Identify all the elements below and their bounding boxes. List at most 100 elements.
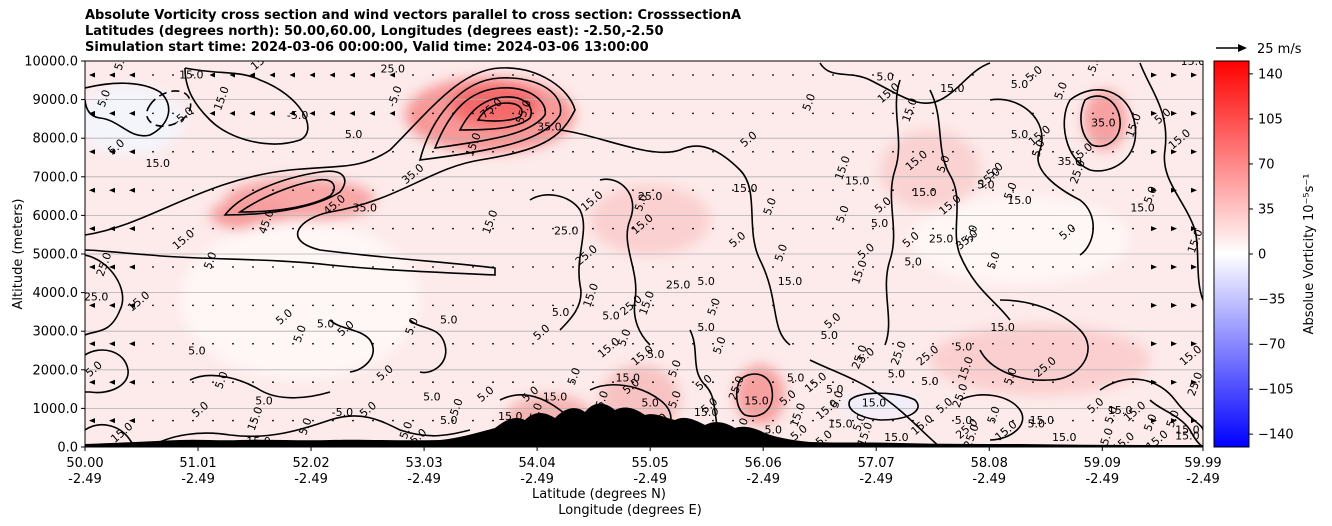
x-axis-label-latitude: Latitude (degrees N) — [532, 487, 666, 502]
wind-arrow — [932, 342, 934, 345]
wind-arrow — [192, 150, 194, 153]
contour-label: 15.0 — [744, 395, 769, 408]
wind-arrow — [232, 342, 234, 345]
wind-arrow — [772, 150, 774, 153]
wind-arrow — [752, 419, 754, 422]
contour-line — [149, 415, 471, 447]
wind-arrow — [892, 189, 894, 192]
wind-arrow — [912, 150, 914, 153]
wind-arrow — [912, 304, 914, 307]
contour-line — [458, 96, 532, 131]
wind-arrow — [672, 74, 674, 76]
wind-arrow — [109, 72, 115, 78]
wind-arrow — [592, 227, 594, 230]
wind-arrow — [932, 227, 934, 230]
wind-arrow — [252, 189, 254, 192]
contour-line — [1149, 399, 1203, 447]
contour-label: 5.0 — [641, 396, 659, 409]
wind-arrow — [109, 226, 115, 232]
wind-arrow — [1052, 342, 1054, 345]
wind-arrow — [1191, 341, 1197, 347]
wind-arrow — [852, 419, 854, 422]
wind-arrow — [712, 419, 714, 422]
wind-arrow — [812, 342, 814, 345]
contour-label: 5.0 — [711, 335, 729, 356]
wind-arrow — [89, 226, 95, 232]
wind-arrow — [412, 266, 414, 268]
wind-arrow — [692, 266, 694, 268]
contour-label: 5.0 — [1052, 80, 1070, 101]
x-tick-label-lat: 54.04 — [519, 456, 556, 471]
wind-arrow — [472, 419, 474, 422]
contour-label: -5.0 — [332, 406, 353, 419]
wind-arrow — [412, 381, 414, 384]
wind-arrow — [432, 266, 434, 268]
wind-arrow — [109, 187, 115, 193]
wind-arrow — [932, 266, 934, 268]
wind-arrow — [952, 112, 954, 115]
wind-arrow — [289, 72, 295, 78]
wind-arrow — [972, 74, 974, 76]
wind-arrow — [1132, 189, 1134, 192]
contour-label: 15.0 — [179, 68, 204, 81]
wind-arrow — [332, 150, 334, 153]
x-tick-label-lon: -2.49 — [746, 472, 780, 487]
wind-arrow — [632, 74, 634, 76]
wind-arrow — [872, 419, 874, 422]
wind-arrow — [389, 110, 395, 116]
wind-arrow — [1092, 74, 1094, 76]
contour-label: 5.0 — [765, 423, 783, 436]
wind-arrow — [952, 381, 954, 384]
quiver-key-label: 25 m/s — [1257, 42, 1302, 57]
wind-arrow — [992, 227, 994, 230]
wind-arrow — [672, 189, 674, 192]
wind-arrow — [792, 419, 794, 422]
contour-label: 25.0 — [961, 422, 982, 449]
wind-arrow — [732, 74, 734, 76]
contour-label: 5.0 — [904, 256, 922, 269]
wind-arrow — [992, 342, 994, 345]
contour-label: 5.0 — [1102, 404, 1120, 425]
contour-label: 15.0 — [246, 435, 271, 448]
wind-arrow — [1012, 266, 1014, 268]
wind-arrow — [912, 227, 914, 230]
wind-arrow — [792, 74, 794, 76]
contour-label: 5.0 — [291, 323, 309, 344]
y-tick-label: 8000.0 — [33, 132, 79, 147]
wind-arrow — [292, 150, 294, 153]
wind-arrow — [1052, 112, 1054, 115]
wind-arrow — [1012, 112, 1014, 115]
wind-arrow — [1191, 110, 1197, 116]
wind-arrow — [129, 149, 135, 155]
wind-arrow — [1151, 302, 1157, 308]
wind-arrow — [552, 227, 554, 230]
wind-arrow — [352, 150, 354, 153]
wind-arrow — [612, 342, 614, 345]
wind-arrow — [1191, 187, 1197, 193]
contour-label: 35.0 — [537, 120, 562, 133]
wind-arrow — [292, 381, 294, 384]
wind-arrow — [672, 112, 674, 115]
wind-arrow — [552, 266, 554, 268]
wind-arrow — [292, 419, 294, 422]
wind-arrow — [712, 150, 714, 153]
contour-line — [959, 394, 1024, 441]
wind-arrow — [312, 342, 314, 345]
wind-arrow — [732, 112, 734, 115]
wind-arrow — [592, 381, 594, 384]
wind-arrow — [172, 112, 174, 115]
wind-arrow — [852, 112, 854, 115]
wind-arrow — [532, 419, 534, 422]
contour-line — [529, 194, 585, 331]
contour-line — [409, 319, 447, 374]
contour-label: 5.0 — [800, 92, 818, 113]
wind-arrow — [232, 419, 234, 422]
wind-arrow — [552, 189, 554, 192]
wind-arrow — [832, 189, 834, 192]
wind-arrow — [1032, 419, 1034, 422]
wind-arrow — [372, 227, 374, 230]
wind-arrow — [332, 189, 334, 192]
wind-arrow — [472, 74, 474, 76]
wind-arrow — [692, 227, 694, 230]
contour-label: -5.0 — [287, 109, 308, 122]
